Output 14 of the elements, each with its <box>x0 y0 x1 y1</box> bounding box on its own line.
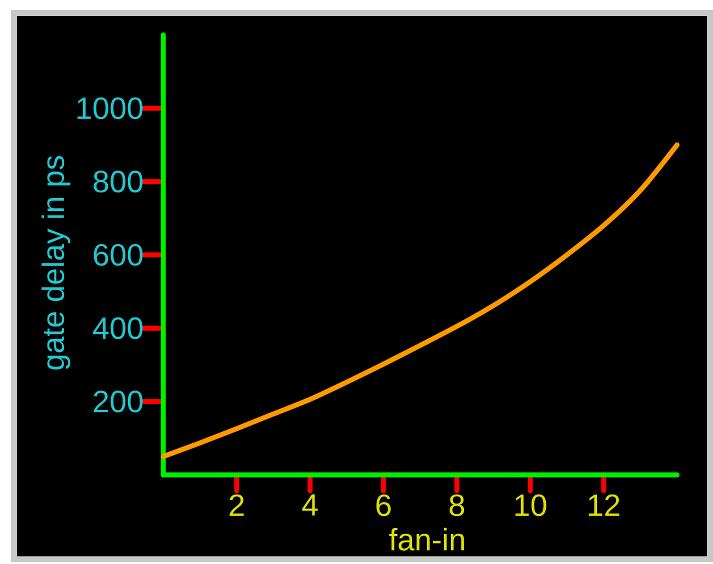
x-tick-label: 6 <box>376 494 391 516</box>
x-tick-label: 8 <box>450 494 464 516</box>
x-tick-label: 10 <box>515 494 546 516</box>
line-series <box>160 142 680 459</box>
x-tick-label: 12 <box>588 494 620 516</box>
y-tick-label: 800 <box>94 170 143 192</box>
y-axis-title: gate delay in ps <box>42 156 70 370</box>
x-tick-label: 4 <box>302 494 318 516</box>
y-tick-label: 400 <box>93 317 143 340</box>
y-tick-label: 1000 <box>78 97 143 120</box>
y-tick-label: 600 <box>94 244 143 266</box>
y-tick-label: 200 <box>94 390 143 412</box>
x-axis-title: fan-in <box>389 528 464 550</box>
x-tick-label: 2 <box>230 494 244 516</box>
